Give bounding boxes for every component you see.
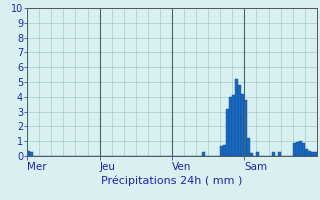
Bar xyxy=(202,152,205,156)
Bar xyxy=(226,109,229,156)
Bar xyxy=(305,149,308,156)
Bar xyxy=(244,100,247,156)
Bar xyxy=(27,151,30,156)
Bar xyxy=(277,152,281,156)
Bar xyxy=(314,152,317,156)
Bar xyxy=(247,138,251,156)
Bar xyxy=(223,145,226,156)
Bar xyxy=(311,152,314,156)
Bar xyxy=(272,152,275,156)
Bar xyxy=(302,143,305,156)
Bar xyxy=(238,85,241,156)
Bar xyxy=(30,152,33,156)
Bar xyxy=(308,151,311,156)
Bar xyxy=(241,94,244,156)
Bar xyxy=(299,141,302,156)
Bar xyxy=(232,95,235,156)
Bar xyxy=(235,79,238,156)
Bar xyxy=(229,97,232,156)
X-axis label: Précipitations 24h ( mm ): Précipitations 24h ( mm ) xyxy=(101,176,243,186)
Bar xyxy=(296,142,299,156)
Bar xyxy=(256,152,260,156)
Bar xyxy=(251,153,253,156)
Bar xyxy=(293,143,296,156)
Bar xyxy=(220,146,223,156)
